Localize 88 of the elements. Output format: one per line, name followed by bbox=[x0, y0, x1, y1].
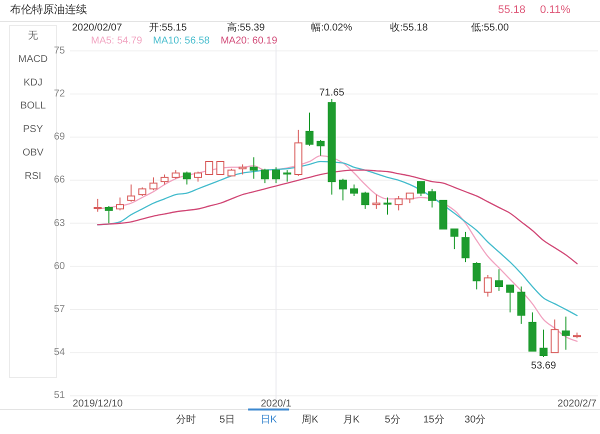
candlestick bbox=[540, 329, 548, 358]
candlestick bbox=[250, 156, 258, 180]
candlestick bbox=[472, 262, 481, 290]
candlestick bbox=[328, 98, 336, 196]
text: 月K bbox=[342, 414, 360, 426]
candlestick bbox=[94, 198, 102, 212]
text: 15分 bbox=[423, 414, 444, 426]
x-tick-label: 2020/2/7 bbox=[558, 398, 597, 410]
text: MACD bbox=[18, 54, 48, 65]
annotation: 53.69 bbox=[531, 360, 557, 372]
text: 5日 bbox=[220, 414, 236, 426]
text: 幅:0.02% bbox=[311, 22, 352, 34]
candlestick bbox=[272, 166, 280, 184]
candlestick bbox=[372, 194, 380, 210]
text: KDJ bbox=[24, 77, 42, 88]
candlestick bbox=[104, 206, 113, 224]
text: 无 bbox=[28, 30, 38, 42]
candlestick bbox=[138, 186, 146, 197]
candlestick bbox=[517, 286, 526, 324]
text: 低:55.00 bbox=[471, 22, 510, 34]
candlestick bbox=[394, 196, 403, 211]
text: RSI bbox=[24, 170, 42, 182]
line-series bbox=[97, 169, 578, 264]
candlestick bbox=[350, 184, 358, 197]
candlestick bbox=[316, 139, 325, 156]
text: 收:55.18 bbox=[390, 22, 428, 34]
text: 30分 bbox=[464, 414, 486, 426]
candlestick bbox=[172, 170, 180, 180]
candlestick bbox=[305, 112, 314, 146]
candlestick bbox=[361, 191, 370, 210]
candlestick bbox=[205, 161, 214, 175]
candlestick bbox=[384, 196, 392, 216]
text: 5分 bbox=[384, 414, 400, 426]
candlestick bbox=[462, 231, 470, 263]
y-tick-label: 60 bbox=[54, 260, 66, 272]
candlestick bbox=[216, 161, 224, 175]
candlestick bbox=[528, 312, 536, 352]
candlestick bbox=[127, 184, 136, 202]
candlestick bbox=[439, 200, 448, 230]
text: PSY bbox=[22, 124, 44, 136]
y-tick-label: 54 bbox=[54, 347, 66, 358]
text: 开:55.15 bbox=[149, 22, 188, 34]
text: MA10: 56.58 bbox=[153, 36, 210, 46]
line-series bbox=[97, 160, 578, 316]
candlestick bbox=[562, 316, 570, 350]
text: OBV bbox=[22, 148, 44, 158]
text: 周K bbox=[302, 414, 319, 426]
text: BOLL bbox=[20, 100, 46, 112]
text: MA20: 60.19 bbox=[220, 36, 278, 46]
candlestick bbox=[160, 174, 169, 186]
candlestick bbox=[450, 228, 458, 250]
text: MA5: 54.79 bbox=[91, 36, 143, 46]
candlestick bbox=[260, 168, 269, 184]
x-tick-label: 2019/12/10 bbox=[72, 398, 124, 410]
candlestick bbox=[294, 129, 302, 176]
y-tick-label: 57 bbox=[54, 304, 66, 315]
y-tick-label: 63 bbox=[54, 218, 66, 229]
text: 2020/02/07 bbox=[72, 22, 122, 34]
candlestick bbox=[494, 268, 503, 292]
candlestick bbox=[283, 170, 292, 182]
text: 0.11% bbox=[540, 4, 571, 16]
text: 分时 bbox=[176, 414, 196, 426]
candlestick bbox=[182, 171, 191, 186]
candlestick bbox=[227, 168, 236, 176]
candlestick bbox=[416, 181, 425, 197]
y-tick-label: 66 bbox=[54, 174, 66, 186]
text: 55.18 bbox=[498, 4, 526, 16]
candlestick bbox=[338, 178, 347, 201]
chart-title: 布伦特原油连续 bbox=[10, 3, 87, 16]
y-tick-label: 51 bbox=[54, 390, 66, 402]
candlestick bbox=[428, 188, 436, 208]
candlestick bbox=[116, 196, 124, 211]
x-tick-label: 2020/1 bbox=[260, 398, 292, 410]
candlestick bbox=[149, 176, 158, 191]
candlestick bbox=[484, 274, 492, 298]
candlestick bbox=[238, 164, 247, 175]
candlestick bbox=[194, 171, 202, 182]
y-tick-label: 69 bbox=[54, 132, 66, 143]
candlestick bbox=[573, 332, 581, 339]
candlestick bbox=[406, 192, 414, 204]
text: 日K bbox=[260, 414, 278, 426]
line-series bbox=[97, 155, 578, 342]
candlestick bbox=[506, 284, 514, 313]
y-tick-label: 72 bbox=[54, 88, 66, 100]
candlestick bbox=[550, 319, 559, 354]
y-tick-label: 75 bbox=[54, 45, 66, 56]
annotation: 71.65 bbox=[319, 88, 345, 99]
text: 高:55.39 bbox=[227, 22, 266, 34]
